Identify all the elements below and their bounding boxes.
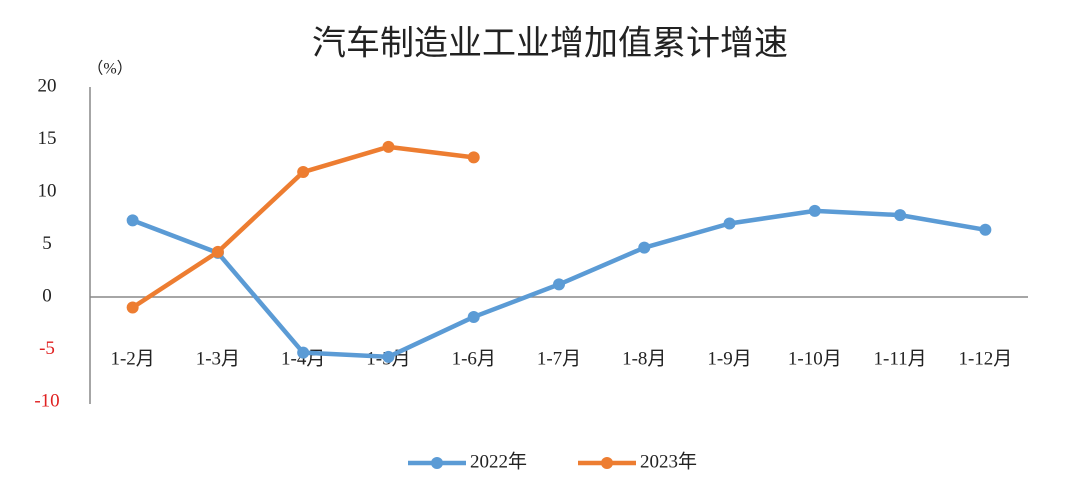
data-point	[979, 223, 992, 236]
data-point	[467, 151, 480, 164]
legend-label: 2023年	[640, 450, 697, 472]
data-point	[382, 140, 395, 153]
x-tick-label: 1-7月	[537, 348, 581, 369]
data-point	[382, 350, 395, 363]
x-tick-label: 1-2月	[110, 348, 154, 369]
data-point	[126, 214, 139, 227]
legend-label: 2022年	[470, 450, 527, 472]
data-point	[211, 245, 224, 258]
x-tick-label: 1-11月	[874, 348, 927, 369]
legend-marker	[601, 457, 613, 469]
y-tick-label: -5	[39, 338, 55, 359]
data-point	[894, 209, 907, 222]
data-point	[723, 217, 736, 230]
x-tick-label: 1-12月	[958, 348, 1012, 369]
y-tick-label: 15	[38, 128, 57, 149]
y-tick-label: 20	[38, 75, 57, 96]
y-tick-label: 10	[38, 180, 57, 201]
data-point	[126, 301, 139, 314]
y-unit-label: （%）	[87, 60, 132, 78]
data-point	[808, 204, 821, 217]
chart-title: 汽车制造业工业增加值累计增速	[312, 24, 788, 64]
x-tick-label: 1-8月	[622, 348, 666, 369]
data-point	[297, 346, 310, 359]
data-point	[553, 278, 565, 291]
y-tick-label: 0	[42, 285, 52, 306]
y-tick-label: 5	[42, 233, 52, 254]
legend-marker	[431, 457, 443, 469]
x-tick-label: 1-3月	[196, 348, 240, 369]
x-tick-label: 1-9月	[707, 348, 751, 369]
data-point	[297, 166, 310, 179]
x-tick-label: 1-10月	[788, 348, 842, 369]
data-point	[467, 310, 480, 323]
y-tick-label: -10	[34, 390, 59, 411]
x-tick-label: 1-6月	[452, 348, 496, 369]
data-point	[638, 241, 651, 254]
